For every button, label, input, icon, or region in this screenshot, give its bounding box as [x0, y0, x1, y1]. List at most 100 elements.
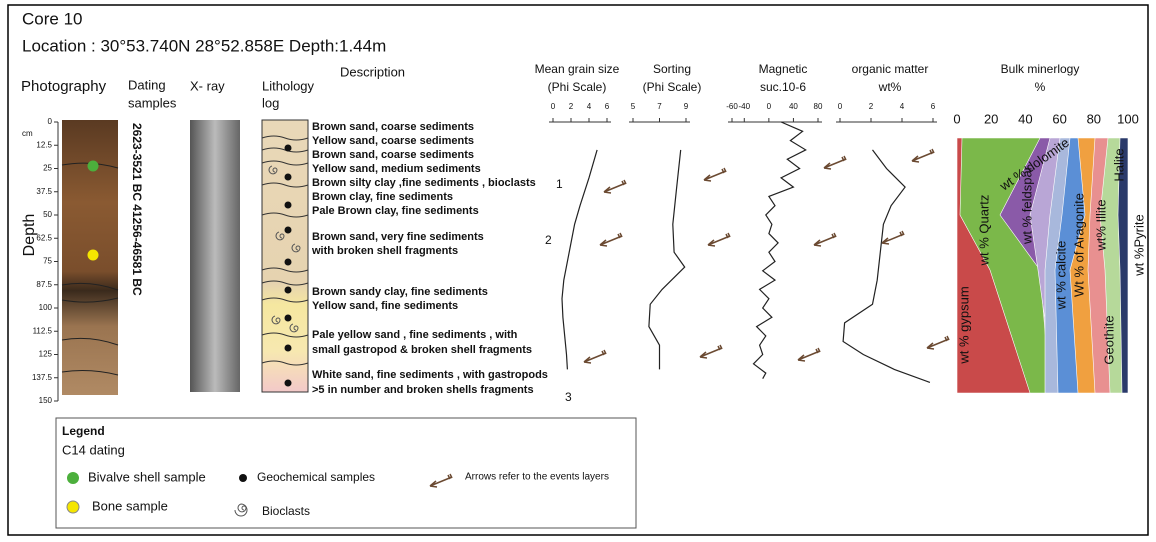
bivalve-sample	[87, 160, 99, 172]
panel-title: Sorting	[653, 62, 691, 76]
mineral-label: Wt % of Aragonite	[1071, 193, 1086, 297]
geochem-sample	[284, 258, 292, 266]
mineral-label: wt % calcite	[1053, 241, 1068, 311]
mineral-label: wt % Quartz	[976, 195, 991, 267]
legend-swatch	[234, 503, 248, 517]
description: small gastropod & broken shell fragments	[312, 344, 532, 356]
legend-swatch	[239, 474, 247, 482]
panel-title: Bulk minerlogy	[1001, 62, 1080, 76]
legend-text: Bone sample	[92, 498, 168, 513]
location: Location : 30°53.740N 28°52.858E Depth:1…	[22, 36, 386, 55]
panel-tick-label: 4	[587, 102, 592, 111]
bioclast	[291, 243, 301, 253]
panel-title: %	[1035, 80, 1046, 94]
legend-subtitle: C14 dating	[62, 442, 125, 457]
description: Brown clay, fine sediments	[312, 191, 453, 203]
mineral-area	[1117, 137, 1129, 394]
dating-label: 41256-46581 BC	[130, 204, 144, 296]
mineral-tick-label: 40	[1018, 111, 1032, 126]
description: White sand, fine sediments , with gastro…	[312, 369, 548, 381]
panel-tick-label: 0	[767, 102, 772, 111]
panel-curve	[648, 149, 686, 370]
col-header: Description	[340, 64, 405, 79]
panel-tick-label: 0	[838, 102, 843, 111]
litho-layer	[261, 332, 309, 338]
mineral-label: wt% Illite	[1093, 199, 1108, 251]
panel-tick-label: 7	[657, 102, 662, 111]
depth-tick-label: 50	[43, 210, 52, 219]
event-number: 2	[545, 233, 552, 247]
legend-swatch	[429, 473, 453, 488]
litho-layer	[261, 280, 309, 286]
description: Yellow sand, medium sediments	[312, 163, 481, 175]
depth-tick-label: 62.5	[36, 233, 52, 242]
panel-curve	[842, 149, 931, 383]
description: Pale yellow sand , fine sediments , with	[312, 329, 518, 341]
col-header: samples	[128, 95, 177, 110]
depth-tick-label: 75	[43, 257, 52, 266]
geochem-sample	[284, 226, 292, 234]
panel-title: Magnetic	[759, 62, 808, 76]
description: >5 in number and broken shells fragments	[312, 384, 534, 396]
col-header: Photography	[21, 78, 107, 95]
depth-tick-label: 112.5	[33, 326, 53, 335]
depth-tick-label: 25	[43, 164, 52, 173]
col-header: Dating	[128, 77, 166, 92]
panel-title: (Phi Scale)	[548, 80, 607, 94]
col-header: X- ray	[190, 78, 225, 93]
mineral-label: wt %Pyrite	[1131, 214, 1146, 276]
mineral-tick-label: 100	[1117, 111, 1139, 126]
lithology-log	[261, 119, 309, 393]
event-arrow	[703, 167, 727, 182]
mineral-label: Halite	[1111, 148, 1126, 181]
bioclast	[289, 323, 299, 333]
panel-title: organic matter	[852, 62, 929, 76]
description: Brown sandy clay, fine sediments	[312, 286, 488, 298]
panel-tick-label: 9	[684, 102, 689, 111]
litho-layer	[261, 135, 309, 141]
event-arrow	[926, 335, 950, 350]
mineral-label: wt % feldspar	[1019, 165, 1034, 245]
description: Brown sand, very fine sediments	[312, 231, 484, 243]
description: Brown silty clay ,fine sediments , biocl…	[312, 177, 536, 189]
event-number: 1	[556, 177, 563, 191]
frame	[7, 4, 1149, 536]
event-arrow	[823, 155, 847, 170]
description: Yellow sand, fine sediments	[312, 300, 458, 312]
description: Brown sand, coarse sediments	[312, 121, 474, 133]
dating-label: 2623-3521 BC	[130, 123, 144, 201]
mineral-label: wt % gypsum	[956, 286, 971, 364]
panel-tick-label: 0	[551, 102, 556, 111]
bioclast	[271, 315, 281, 325]
mineral-tick-label: 60	[1052, 111, 1066, 126]
panel-tick-label: -40	[739, 102, 751, 111]
geochem-sample	[284, 201, 292, 209]
xray-image	[190, 120, 240, 392]
geochem-sample	[284, 286, 292, 294]
depth-tick-label: 137.5	[32, 373, 53, 382]
depth-tick-label: 150	[39, 396, 53, 405]
event-arrow	[599, 232, 623, 247]
litho-layer	[261, 147, 309, 153]
panel-title: Mean grain size	[535, 62, 620, 76]
geochem-sample	[284, 314, 292, 322]
event-arrow	[699, 344, 723, 359]
depth-tick-label: 100	[39, 303, 53, 312]
panel-tick-label: 2	[569, 102, 574, 111]
bone-sample	[87, 249, 99, 261]
litho-layer	[261, 182, 309, 188]
event-number: 3	[565, 390, 572, 404]
description: Pale Brown clay, fine sediments	[312, 205, 479, 217]
col-header: log	[262, 95, 279, 110]
event-arrow	[583, 349, 607, 364]
bioclast	[268, 165, 278, 175]
panel-title: suc.10-6	[760, 80, 806, 94]
panel-title: (Phi Scale)	[643, 80, 702, 94]
legend-box	[55, 417, 637, 529]
event-arrow	[603, 179, 627, 194]
event-arrow	[813, 232, 837, 247]
litho-layer	[261, 360, 309, 366]
geochem-sample	[284, 173, 292, 181]
